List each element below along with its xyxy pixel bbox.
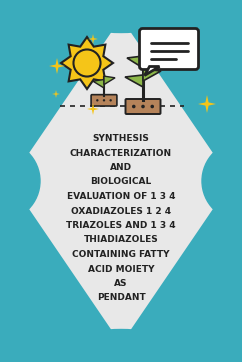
Polygon shape	[104, 76, 115, 85]
Polygon shape	[144, 67, 159, 76]
Polygon shape	[49, 58, 65, 74]
Polygon shape	[143, 69, 161, 81]
Polygon shape	[52, 90, 60, 98]
Polygon shape	[87, 103, 99, 115]
Polygon shape	[143, 51, 159, 63]
Text: ACID MOIETY: ACID MOIETY	[88, 265, 154, 274]
Polygon shape	[127, 56, 143, 68]
Circle shape	[184, 0, 242, 58]
FancyBboxPatch shape	[91, 94, 117, 106]
Circle shape	[184, 304, 242, 362]
Text: PENDANT: PENDANT	[97, 294, 145, 303]
Text: SYNTHESIS: SYNTHESIS	[92, 134, 150, 143]
Circle shape	[132, 105, 136, 108]
Circle shape	[202, 141, 242, 221]
Polygon shape	[93, 80, 104, 88]
Text: OXADIAZOLES 1 2 4: OXADIAZOLES 1 2 4	[71, 206, 171, 215]
Circle shape	[103, 99, 105, 101]
FancyBboxPatch shape	[139, 29, 198, 70]
Text: AS: AS	[114, 279, 128, 288]
Polygon shape	[198, 95, 216, 113]
Polygon shape	[10, 18, 232, 344]
Text: THIADIAZOLES: THIADIAZOLES	[84, 236, 158, 244]
Circle shape	[141, 105, 145, 108]
FancyBboxPatch shape	[126, 99, 160, 114]
Text: AND: AND	[110, 163, 132, 172]
Text: CHARACTERIZATION: CHARACTERIZATION	[70, 148, 172, 157]
Circle shape	[0, 304, 58, 362]
Circle shape	[74, 50, 100, 76]
Text: TRIAZOLES AND 1 3 4: TRIAZOLES AND 1 3 4	[66, 221, 176, 230]
Ellipse shape	[51, 329, 191, 362]
Polygon shape	[61, 37, 113, 89]
Circle shape	[96, 99, 98, 101]
Text: EVALUATION OF 1 3 4: EVALUATION OF 1 3 4	[67, 192, 175, 201]
Polygon shape	[179, 45, 189, 55]
Text: BIOLOGICAL: BIOLOGICAL	[90, 177, 152, 186]
Circle shape	[109, 99, 112, 101]
Text: CONTAINING FATTY: CONTAINING FATTY	[72, 250, 170, 259]
Ellipse shape	[51, 0, 191, 33]
Circle shape	[0, 141, 40, 221]
Polygon shape	[125, 75, 143, 87]
Circle shape	[0, 0, 58, 58]
Circle shape	[151, 105, 154, 108]
Polygon shape	[88, 34, 98, 44]
